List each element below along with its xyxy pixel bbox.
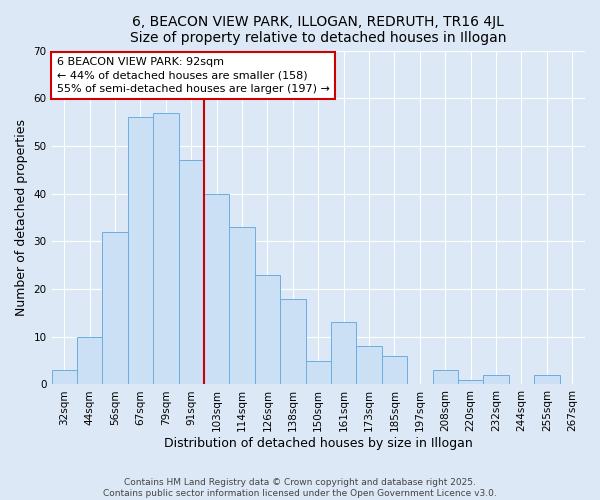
Bar: [356, 346, 382, 385]
Bar: [484, 375, 509, 384]
Bar: [433, 370, 458, 384]
Bar: [280, 298, 305, 384]
Bar: [458, 380, 484, 384]
Bar: [229, 227, 255, 384]
Bar: [77, 337, 103, 384]
Bar: [204, 194, 229, 384]
Bar: [128, 118, 153, 384]
Text: Contains HM Land Registry data © Crown copyright and database right 2025.
Contai: Contains HM Land Registry data © Crown c…: [103, 478, 497, 498]
Bar: [103, 232, 128, 384]
Bar: [153, 112, 179, 384]
Bar: [382, 356, 407, 384]
Bar: [534, 375, 560, 384]
Bar: [179, 160, 204, 384]
Bar: [331, 322, 356, 384]
X-axis label: Distribution of detached houses by size in Illogan: Distribution of detached houses by size …: [164, 437, 473, 450]
Y-axis label: Number of detached properties: Number of detached properties: [15, 119, 28, 316]
Bar: [52, 370, 77, 384]
Bar: [305, 360, 331, 384]
Title: 6, BEACON VIEW PARK, ILLOGAN, REDRUTH, TR16 4JL
Size of property relative to det: 6, BEACON VIEW PARK, ILLOGAN, REDRUTH, T…: [130, 15, 506, 45]
Text: 6 BEACON VIEW PARK: 92sqm
← 44% of detached houses are smaller (158)
55% of semi: 6 BEACON VIEW PARK: 92sqm ← 44% of detac…: [57, 57, 330, 94]
Bar: [255, 274, 280, 384]
